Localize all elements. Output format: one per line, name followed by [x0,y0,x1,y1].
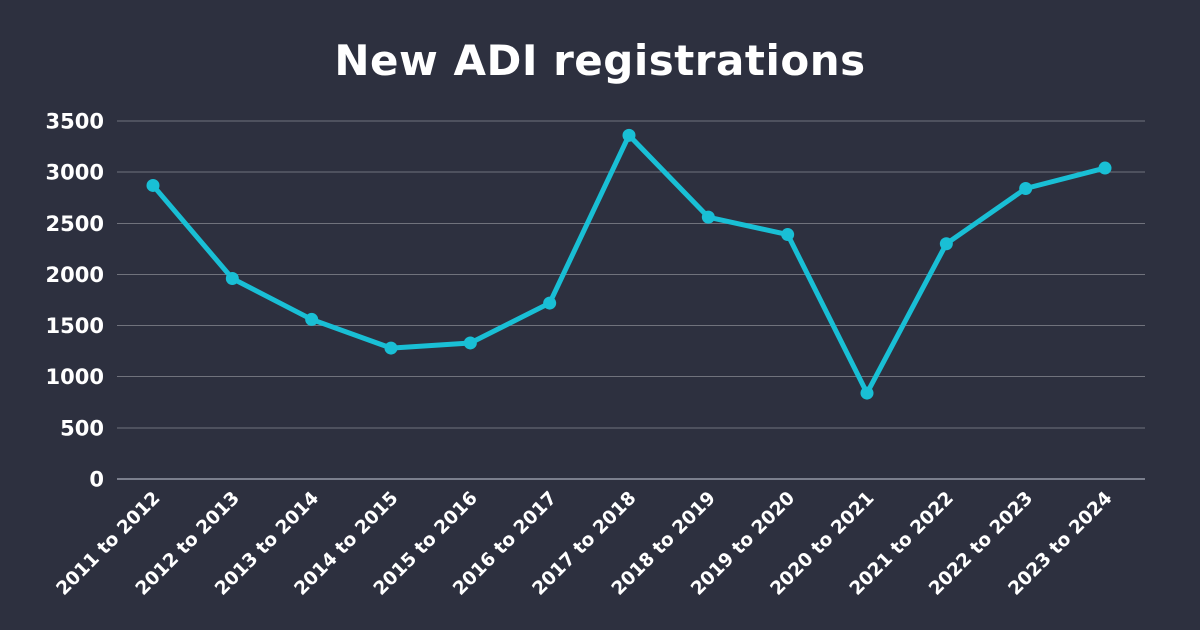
data-point-marker [781,228,795,242]
y-axis-tick-label: 3000 [46,161,104,185]
data-point-marker [305,312,319,326]
data-point-marker [543,296,557,310]
y-axis-tick-label: 3500 [46,110,104,134]
y-axis-tick-label: 1500 [46,314,104,338]
y-axis-tick-label: 1000 [46,365,104,389]
data-point-marker [701,210,715,224]
y-axis-tick-label: 2500 [46,212,104,236]
data-point-marker [384,341,398,355]
y-axis-tick-label: 0 [89,468,104,492]
data-point-marker [225,272,239,286]
data-point-marker [622,128,636,142]
data-point-marker [860,386,874,400]
y-axis-tick-label: 500 [60,416,104,440]
data-point-marker [463,336,477,350]
data-point-marker [146,178,160,192]
data-point-marker [1098,161,1112,175]
data-point-marker [1019,182,1033,196]
chart-title: New ADI registrations [334,36,866,85]
series-line [150,132,1108,396]
data-point-marker [939,237,953,251]
y-axis-tick-label: 2000 [46,263,104,287]
